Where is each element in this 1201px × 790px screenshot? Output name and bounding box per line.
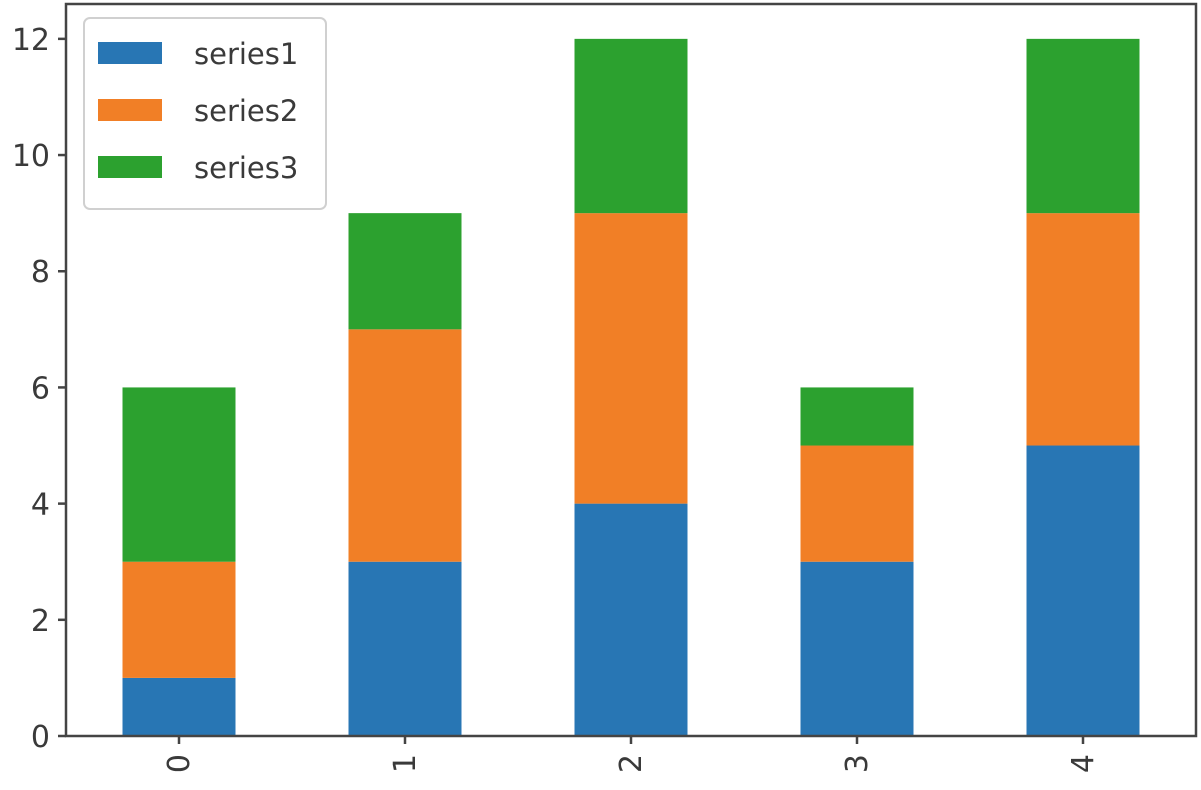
legend-swatch-series2 (98, 99, 162, 121)
bar-series1-cat-3 (800, 561, 914, 736)
bar-series1-cat-4 (1026, 445, 1140, 736)
bar-series1-cat-0 (122, 677, 236, 736)
y-tick-label: 8 (31, 255, 50, 290)
bar-series2-cat-1 (348, 329, 462, 562)
x-tick-label: 3 (840, 754, 875, 773)
bar-series3-cat-1 (348, 213, 462, 330)
legend: series1 series2 series3 (83, 17, 327, 210)
bar-series2-cat-0 (122, 561, 236, 678)
bar-series3-cat-2 (574, 38, 688, 214)
bar-series2-cat-4 (1026, 213, 1140, 446)
bar-series1-cat-2 (574, 503, 688, 736)
legend-label-series1: series1 (194, 37, 298, 71)
x-tick-label: 2 (614, 754, 649, 773)
y-tick-label: 12 (12, 23, 50, 58)
x-tick-label: 4 (1066, 754, 1101, 773)
bar-series3-cat-0 (122, 387, 236, 562)
bar-series1-cat-1 (348, 561, 462, 736)
legend-label-series3: series3 (194, 151, 298, 185)
y-tick-label: 6 (31, 371, 50, 406)
y-tick-label: 0 (31, 720, 50, 755)
legend-swatch-series1 (98, 42, 162, 64)
x-tick-label: 0 (162, 754, 197, 773)
bar-series3-cat-4 (1026, 38, 1140, 214)
y-tick-label: 10 (12, 139, 50, 174)
x-tick-label: 1 (388, 754, 423, 773)
bars-layer (122, 38, 1140, 736)
legend-swatch-series3 (98, 156, 162, 178)
bar-series3-cat-3 (800, 387, 914, 446)
bar-series2-cat-2 (574, 213, 688, 504)
legend-label-series2: series2 (194, 94, 298, 128)
bar-series2-cat-3 (800, 445, 914, 562)
y-tick-label: 2 (31, 604, 50, 639)
y-tick-label: 4 (31, 488, 50, 523)
